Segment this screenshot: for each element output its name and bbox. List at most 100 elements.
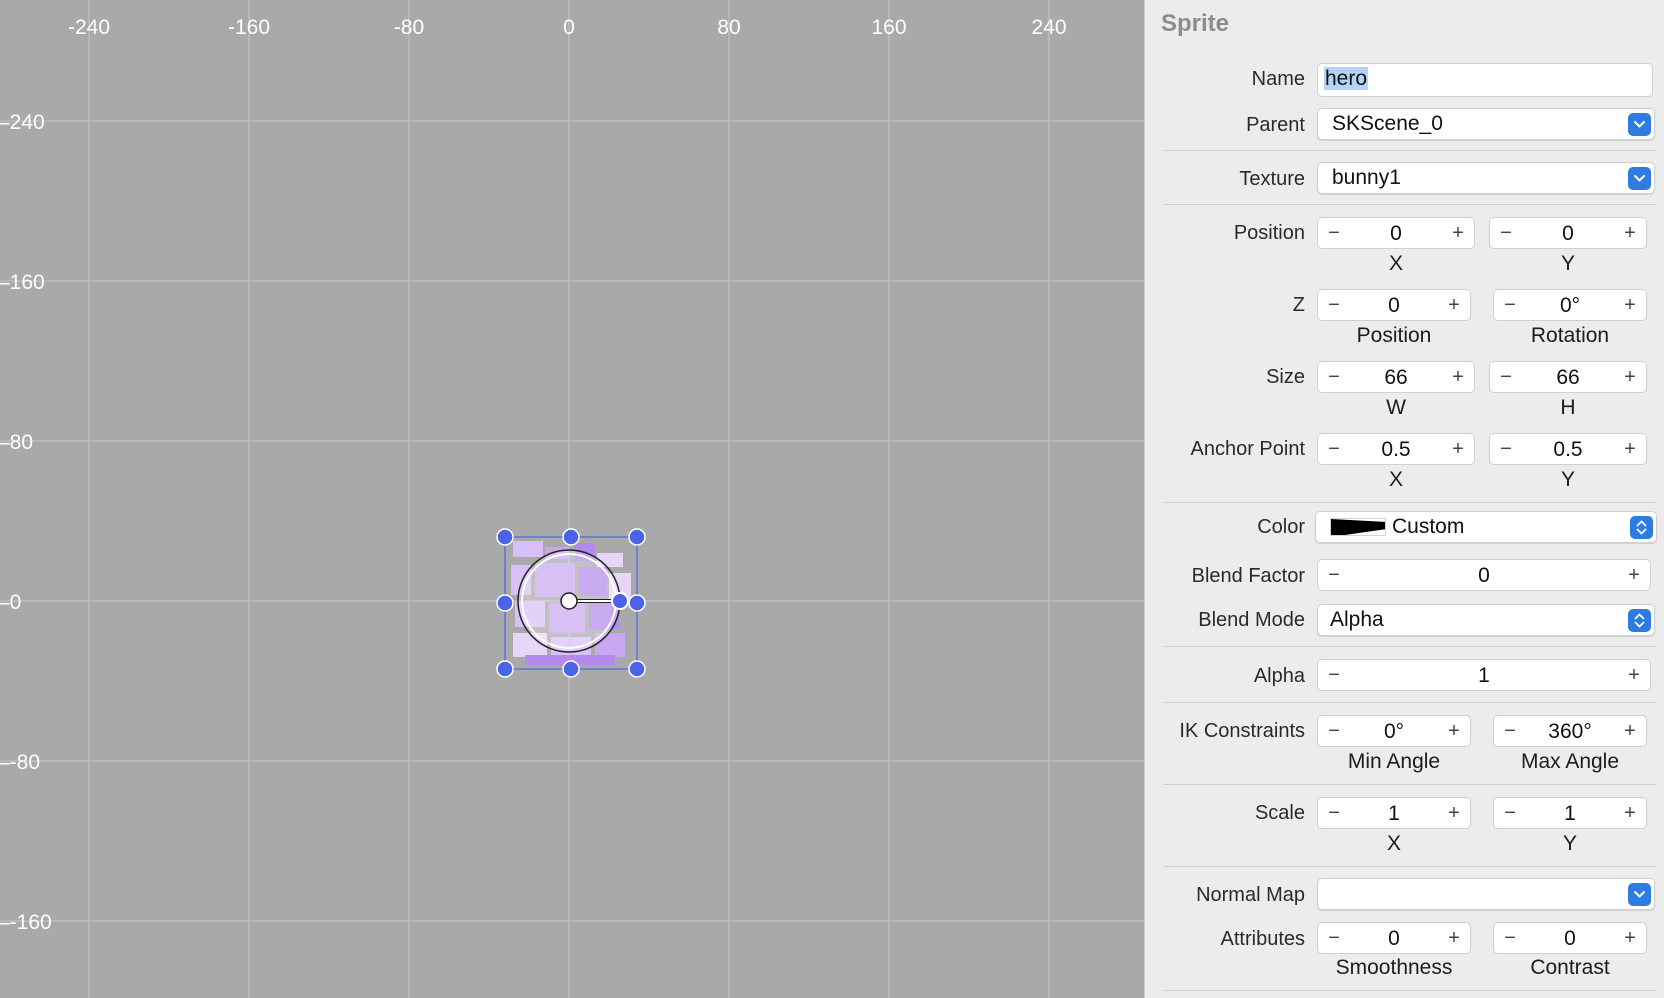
- increment-button[interactable]: +: [1452, 222, 1464, 244]
- anchor-x-stepper[interactable]: − 0.5 +: [1317, 433, 1475, 465]
- size-w-value[interactable]: 66: [1384, 366, 1408, 389]
- resize-handle[interactable]: [628, 660, 646, 678]
- increment-button[interactable]: +: [1628, 664, 1640, 686]
- decrement-button[interactable]: −: [1328, 294, 1340, 316]
- increment-button[interactable]: +: [1448, 720, 1460, 742]
- increment-button[interactable]: +: [1448, 294, 1460, 316]
- smoothness-stepper[interactable]: − 0 +: [1317, 922, 1471, 954]
- y-tick-label: –80: [0, 431, 33, 454]
- resize-handle[interactable]: [496, 528, 514, 546]
- decrement-button[interactable]: −: [1328, 720, 1340, 742]
- scale-y-stepper[interactable]: − 1 +: [1493, 797, 1647, 829]
- decrement-button[interactable]: −: [1500, 222, 1512, 244]
- increment-button[interactable]: +: [1624, 438, 1636, 460]
- y-tick-label: –-80: [0, 751, 40, 774]
- ik-min-angle-stepper[interactable]: − 0° +: [1317, 715, 1471, 747]
- ik-max-angle-value[interactable]: 360°: [1548, 720, 1592, 743]
- increment-button[interactable]: +: [1448, 802, 1460, 824]
- increment-button[interactable]: +: [1624, 927, 1636, 949]
- ik-constraints-label: IK Constraints: [1179, 720, 1305, 742]
- decrement-button[interactable]: −: [1328, 927, 1340, 949]
- decrement-button[interactable]: −: [1328, 438, 1340, 460]
- decrement-button[interactable]: −: [1500, 366, 1512, 388]
- blend-factor-value[interactable]: 0: [1478, 564, 1490, 587]
- sprite-hero[interactable]: [496, 528, 646, 678]
- sprite-pixel: [513, 633, 547, 657]
- sprite-pixel: [535, 563, 575, 597]
- decrement-button[interactable]: −: [1504, 927, 1516, 949]
- x-tick-label: 160: [871, 16, 906, 39]
- increment-button[interactable]: +: [1624, 366, 1636, 388]
- increment-button[interactable]: +: [1624, 802, 1636, 824]
- position-y-stepper[interactable]: − 0 +: [1489, 217, 1647, 249]
- rotation-handle[interactable]: [611, 592, 629, 610]
- size-w-stepper[interactable]: − 66 +: [1317, 361, 1475, 393]
- ik-min-angle-caption: Min Angle: [1347, 750, 1441, 773]
- texture-popup[interactable]: bunny1: [1317, 162, 1655, 194]
- alpha-value[interactable]: 1: [1478, 664, 1490, 687]
- color-popup[interactable]: Custom: [1315, 511, 1657, 543]
- resize-handle[interactable]: [628, 594, 646, 612]
- z-position-value[interactable]: 0: [1388, 294, 1400, 317]
- separator: [1163, 204, 1656, 205]
- increment-button[interactable]: +: [1448, 927, 1460, 949]
- increment-button[interactable]: +: [1628, 564, 1640, 586]
- decrement-button[interactable]: −: [1328, 802, 1340, 824]
- scene-canvas[interactable]: -240 -160 -80 0 80 160 240 –240 –160 –80 –0 –-80 –-1…: [0, 0, 1144, 998]
- decrement-button[interactable]: −: [1328, 222, 1340, 244]
- smoothness-caption: Smoothness: [1335, 956, 1453, 979]
- name-label: Name: [1251, 68, 1305, 90]
- contrast-caption: Contrast: [1530, 956, 1610, 979]
- contrast-value[interactable]: 0: [1564, 927, 1576, 950]
- scale-x-value[interactable]: 1: [1388, 802, 1400, 825]
- resize-handle[interactable]: [496, 660, 514, 678]
- x-tick-label: 80: [717, 16, 740, 39]
- anchor-point-handle[interactable]: [560, 592, 578, 610]
- decrement-button[interactable]: −: [1328, 366, 1340, 388]
- alpha-stepper[interactable]: − 1 +: [1317, 659, 1651, 691]
- position-y-value[interactable]: 0: [1562, 222, 1574, 245]
- resize-handle[interactable]: [562, 660, 580, 678]
- blend-mode-popup[interactable]: Alpha: [1317, 604, 1655, 636]
- z-rotation-value[interactable]: 0°: [1559, 294, 1581, 317]
- increment-button[interactable]: +: [1624, 720, 1636, 742]
- smoothness-value[interactable]: 0: [1388, 927, 1400, 950]
- scale-y-value[interactable]: 1: [1564, 802, 1576, 825]
- size-h-stepper[interactable]: − 66 +: [1489, 361, 1647, 393]
- decrement-button[interactable]: −: [1504, 720, 1516, 742]
- decrement-button[interactable]: −: [1328, 664, 1340, 686]
- position-x-stepper[interactable]: − 0 +: [1317, 217, 1475, 249]
- parent-popup[interactable]: SKScene_0: [1317, 108, 1655, 140]
- name-field[interactable]: hero: [1317, 63, 1653, 97]
- anchor-y-stepper[interactable]: − 0.5 +: [1489, 433, 1647, 465]
- parent-label: Parent: [1246, 114, 1305, 136]
- texture-value: bunny1: [1332, 166, 1401, 189]
- position-x-value[interactable]: 0: [1390, 222, 1402, 245]
- decrement-button[interactable]: −: [1500, 438, 1512, 460]
- decrement-button[interactable]: −: [1504, 294, 1516, 316]
- resize-handle[interactable]: [496, 594, 514, 612]
- ik-max-angle-stepper[interactable]: − 360° +: [1493, 715, 1647, 747]
- resize-handle[interactable]: [628, 528, 646, 546]
- x-tick-label: -160: [228, 16, 270, 39]
- increment-button[interactable]: +: [1452, 438, 1464, 460]
- z-position-stepper[interactable]: − 0 +: [1317, 289, 1471, 321]
- z-rotation-stepper[interactable]: − 0° +: [1493, 289, 1647, 321]
- decrement-button[interactable]: −: [1504, 802, 1516, 824]
- blend-factor-stepper[interactable]: − 0 +: [1317, 559, 1651, 591]
- scale-x-stepper[interactable]: − 1 +: [1317, 797, 1471, 829]
- chevron-down-icon: [1628, 883, 1651, 906]
- anchor-x-value[interactable]: 0.5: [1381, 438, 1411, 461]
- z-rotation-caption: Rotation: [1530, 324, 1610, 347]
- normal-map-popup[interactable]: [1317, 878, 1655, 910]
- resize-handle[interactable]: [562, 528, 580, 546]
- increment-button[interactable]: +: [1452, 366, 1464, 388]
- contrast-stepper[interactable]: − 0 +: [1493, 922, 1647, 954]
- anchor-y-value[interactable]: 0.5: [1553, 438, 1583, 461]
- decrement-button[interactable]: −: [1328, 564, 1340, 586]
- size-label: Size: [1266, 366, 1305, 388]
- size-h-value[interactable]: 66: [1556, 366, 1580, 389]
- ik-min-angle-value[interactable]: 0°: [1383, 720, 1405, 743]
- increment-button[interactable]: +: [1624, 294, 1636, 316]
- increment-button[interactable]: +: [1624, 222, 1636, 244]
